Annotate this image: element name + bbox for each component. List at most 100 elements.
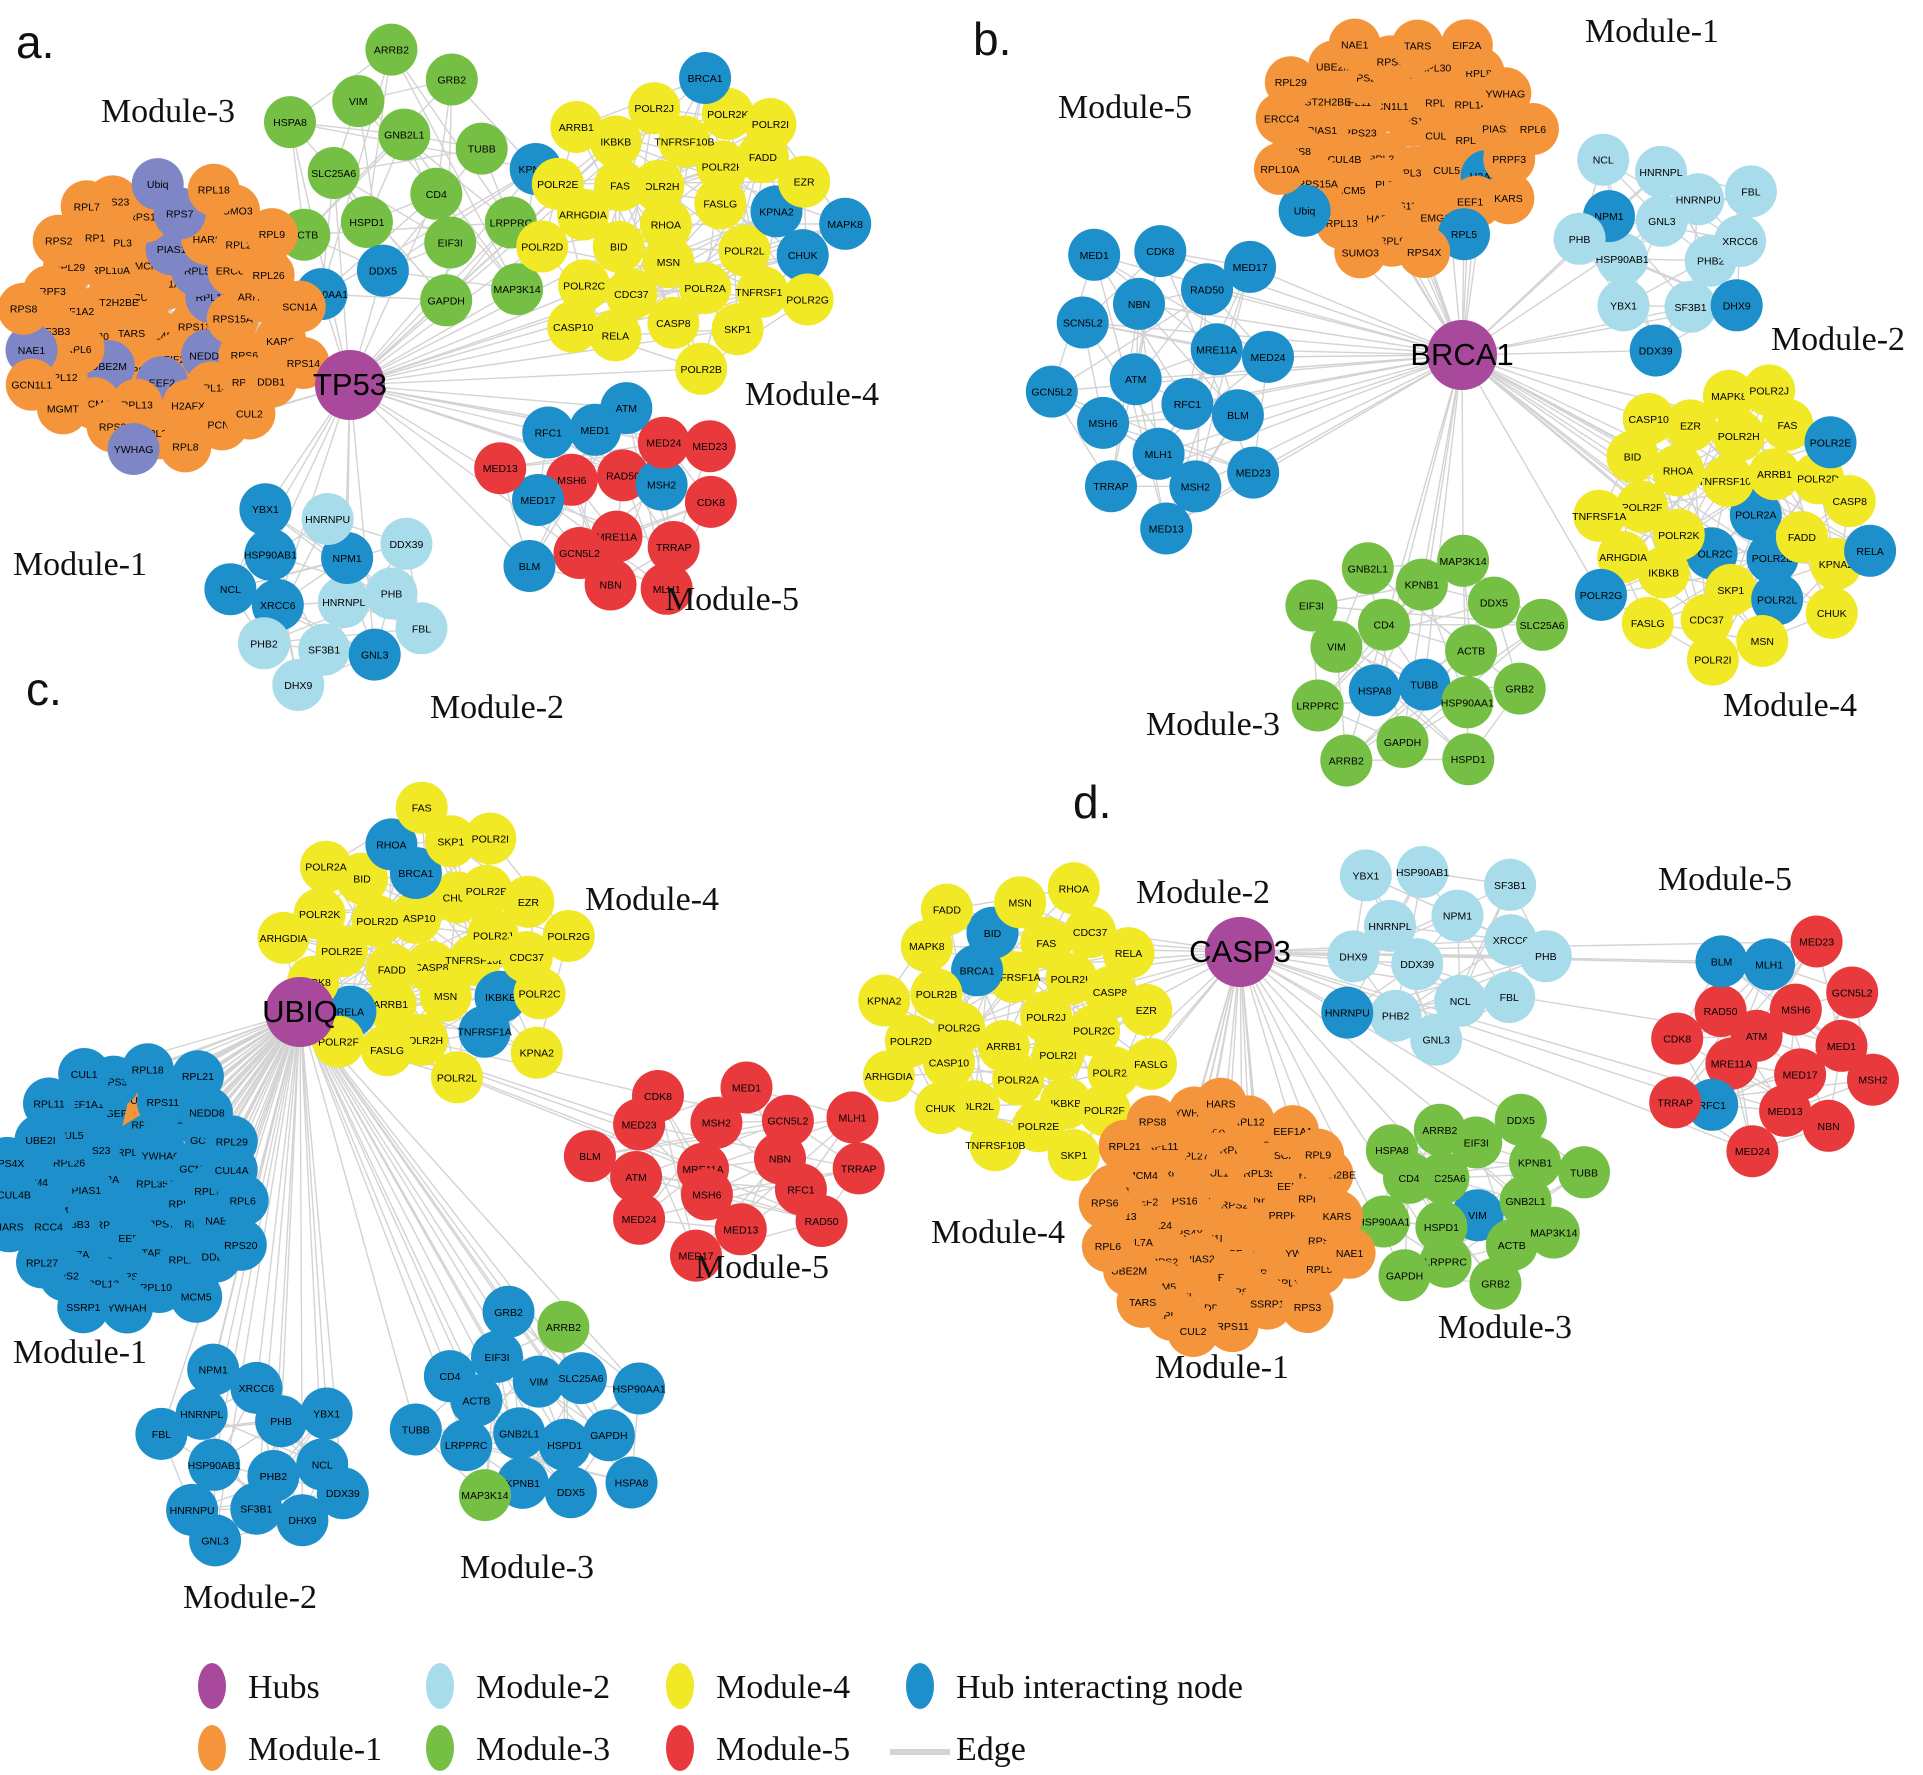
node-c-POLR2C[interactable]: POLR2C (513, 967, 566, 1020)
node-c-MED13[interactable]: MED13 (714, 1203, 767, 1256)
node-d-HNRNPU[interactable]: HNRNPU (1321, 986, 1374, 1039)
node-b-MSN[interactable]: MSN (1736, 615, 1789, 667)
node-d-TUBB[interactable]: TUBB (1558, 1146, 1610, 1199)
node-a-CDK8[interactable]: CDK8 (684, 475, 737, 528)
node-a-BRCA1[interactable]: BRCA1 (679, 52, 732, 104)
node-a-CD4[interactable]: CD4 (410, 167, 463, 220)
hub-node-CASP3[interactable]: CASP3 (1189, 917, 1291, 987)
node-b-MSH2[interactable]: MSH2 (1169, 460, 1222, 513)
node-c-GAPDH[interactable]: GAPDH (582, 1409, 635, 1462)
node-a-POLR2D[interactable]: POLR2D (516, 220, 569, 273)
node-d-POLR2A[interactable]: POLR2A (992, 1053, 1045, 1106)
node-a-DHX9[interactable]: DHX9 (272, 659, 325, 711)
node-a-GNL3[interactable]: GNL3 (348, 628, 401, 681)
node-c-SLC25A6[interactable]: SLC25A6 (555, 1352, 607, 1405)
node-d-YBX1[interactable]: YBX1 (1339, 849, 1392, 902)
node-c-EZR[interactable]: EZR (502, 875, 555, 928)
node-c-FBL[interactable]: FBL (135, 1407, 188, 1460)
node-c-MLH1[interactable]: MLH1 (826, 1091, 879, 1144)
node-d-SKP1[interactable]: SKP1 (1047, 1129, 1100, 1182)
node-b-FBL[interactable]: FBL (1724, 165, 1777, 218)
node-b-GRB2[interactable]: GRB2 (1493, 662, 1546, 715)
node-b-TARS[interactable]: TARS (1391, 19, 1444, 72)
node-d-MSH2[interactable]: MSH2 (1847, 1053, 1899, 1106)
node-a-POLR2E[interactable]: POLR2E (531, 157, 584, 210)
node-b-NCL[interactable]: NCL (1577, 133, 1630, 186)
node-a-GRB2[interactable]: GRB2 (425, 53, 478, 106)
node-a-GCN1L1[interactable]: GCN1L1 (5, 358, 58, 411)
node-b-ATM[interactable]: ATM (1109, 353, 1162, 406)
node-d-FBL[interactable]: FBL (1483, 971, 1536, 1024)
node-b-RFC1[interactable]: RFC1 (1161, 377, 1214, 430)
node-b-MED23[interactable]: MED23 (1227, 446, 1280, 499)
node-b-RPS4X[interactable]: RPS4X (1398, 226, 1451, 278)
node-b-RPL29[interactable]: RPL29 (1264, 56, 1317, 109)
node-b-MED17[interactable]: MED17 (1224, 240, 1277, 293)
hub-node-BRCA1[interactable]: BRCA1 (1410, 320, 1514, 390)
node-b-DDX5[interactable]: DDX5 (1467, 576, 1520, 629)
node-c-POLR2A[interactable]: POLR2A (300, 840, 352, 893)
node-a-ATM[interactable]: ATM (600, 382, 653, 435)
node-c-GNL3[interactable]: GNL3 (189, 1514, 242, 1567)
node-d-GCN5L2[interactable]: GCN5L2 (1826, 966, 1879, 1019)
node-b-MSH6[interactable]: MSH6 (1077, 396, 1130, 449)
node-a-Ubiq[interactable]: Ubiq (131, 158, 184, 211)
node-b-EIF3I[interactable]: EIF3I (1285, 579, 1338, 632)
node-d-RELA[interactable]: RELA (1102, 927, 1155, 980)
node-d-TRRAP[interactable]: TRRAP (1649, 1076, 1702, 1129)
node-a-VIM[interactable]: VIM (332, 75, 385, 128)
node-b-POLR2J[interactable]: POLR2J (1743, 364, 1796, 417)
node-d-MLH1[interactable]: MLH1 (1743, 938, 1796, 991)
node-c-YBX1[interactable]: YBX1 (300, 1387, 353, 1440)
node-b-POLR2G[interactable]: POLR2G (1575, 568, 1627, 621)
node-b-PHB[interactable]: PHB (1553, 212, 1606, 265)
node-a-HNRNPL[interactable]: HNRNPL (317, 576, 370, 629)
node-c-GCN5L2[interactable]: GCN5L2 (761, 1094, 814, 1147)
node-a-PHB2[interactable]: PHB2 (238, 617, 290, 670)
node-a-RPL7[interactable]: RPL7 (60, 180, 113, 233)
node-a-FBL[interactable]: FBL (395, 602, 448, 655)
hub-node-UBIQ[interactable]: UBIQ (262, 977, 338, 1047)
node-b-CASP10[interactable]: CASP10 (1622, 393, 1675, 445)
node-d-HARS[interactable]: HARS (1194, 1077, 1247, 1130)
node-c-GNB2L1[interactable]: GNB2L1 (493, 1407, 546, 1460)
node-a-HSPD1[interactable]: HSPD1 (340, 196, 393, 248)
node-b-GNB2L1[interactable]: GNB2L1 (1341, 542, 1394, 595)
node-a-RPL8[interactable]: RPL8 (159, 420, 212, 473)
node-c-MCM5[interactable]: MCM5 (170, 1270, 223, 1323)
node-c-NPM1[interactable]: NPM1 (187, 1343, 240, 1396)
node-c-TRRAP[interactable]: TRRAP (832, 1142, 885, 1195)
node-b-KARS[interactable]: KARS (1482, 172, 1535, 225)
node-b-HNRNPL[interactable]: HNRNPL (1635, 145, 1687, 198)
node-c-HSPA8[interactable]: HSPA8 (605, 1456, 658, 1509)
node-a-RPL18[interactable]: RPL18 (187, 163, 240, 216)
node-d-CDK8[interactable]: CDK8 (1651, 1012, 1704, 1065)
node-b-DHX9[interactable]: DHX9 (1710, 279, 1763, 332)
node-b-HSPA8[interactable]: HSPA8 (1348, 664, 1401, 717)
node-d-NBN[interactable]: NBN (1802, 1099, 1855, 1152)
node-a-DDX5[interactable]: DDX5 (356, 244, 409, 297)
node-c-ARHGDIA[interactable]: ARHGDIA (257, 911, 310, 964)
node-a-SKP1[interactable]: SKP1 (711, 303, 764, 356)
node-d-PHB[interactable]: PHB (1519, 930, 1572, 983)
node-b-CDK8[interactable]: CDK8 (1134, 225, 1187, 278)
node-d-HSPA8[interactable]: HSPA8 (1365, 1124, 1418, 1177)
node-a-MED23[interactable]: MED23 (683, 420, 736, 473)
node-d-RPS3[interactable]: RPS3 (1281, 1281, 1334, 1333)
node-b-MED24[interactable]: MED24 (1242, 330, 1294, 383)
node-a-MAPK8[interactable]: MAPK8 (819, 197, 872, 250)
node-a-ARRB2[interactable]: ARRB2 (365, 23, 418, 76)
node-b-POLR2F[interactable]: POLR2F (1616, 480, 1668, 533)
node-a-NCL[interactable]: NCL (204, 563, 257, 616)
node-c-ARRB2[interactable]: ARRB2 (537, 1300, 590, 1353)
node-d-NAE1[interactable]: NAE1 (1323, 1226, 1376, 1279)
node-c-KPNA2[interactable]: KPNA2 (510, 1026, 563, 1079)
node-c-MED24[interactable]: MED24 (613, 1192, 666, 1245)
node-c-CUL1[interactable]: CUL1 (58, 1048, 111, 1100)
node-d-MED24[interactable]: MED24 (1726, 1125, 1779, 1178)
node-b-RPL10A[interactable]: RPL10A (1253, 142, 1306, 195)
node-b-XRCC6[interactable]: XRCC6 (1714, 215, 1767, 267)
node-d-TARS[interactable]: TARS (1116, 1275, 1169, 1328)
node-c-LRPPRC[interactable]: LRPPRC (440, 1419, 493, 1472)
node-a-CASP8[interactable]: CASP8 (647, 296, 700, 349)
